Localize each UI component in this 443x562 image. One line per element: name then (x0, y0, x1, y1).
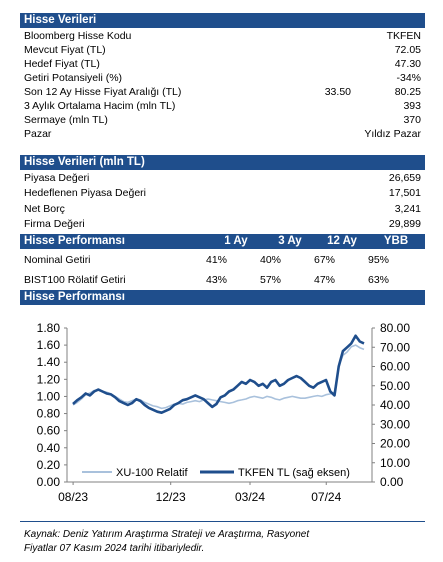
performance-chart: 0.00 0.20 0.40 0.60 0.80 1.00 1.20 1.40 1.60 1.80… (37, 321, 411, 504)
cell-value: 57% (260, 274, 282, 286)
cell-value: 95% (368, 254, 390, 266)
left-tick-label: 1.00 (37, 389, 61, 403)
left-tick-label: 1.40 (37, 355, 61, 369)
cell-value: 47% (314, 274, 336, 286)
row-label: Bloomberg Hisse Kodu (24, 30, 132, 42)
cell-value: 41% (206, 254, 228, 266)
row-value: 80.25 (394, 86, 421, 98)
section-header-hisse-verileri: Hisse Verileri (20, 13, 425, 28)
right-tick-label: 20.00 (380, 437, 410, 451)
table-row: BIST100 Rölatif Getiri 43% 57% 47% 63% (24, 274, 421, 287)
table-row: Bloomberg Hisse Kodu TKFEN (24, 30, 421, 43)
x-tick-label: 03/24 (235, 490, 265, 504)
section-title: Hisse Verileri (mln TL) (24, 156, 145, 168)
row-label: Pazar (24, 128, 52, 140)
legend-item-tkfen-label: TKFEN TL (sağ eksen) (238, 467, 350, 479)
row-value: 3,241 (394, 203, 421, 215)
table-row: Nominal Getiri 41% 40% 67% 95% (24, 254, 421, 267)
left-tick-label: 0.40 (37, 441, 61, 455)
chart-legend: XU-100 Relatif TKFEN TL (sağ eksen) (82, 467, 350, 479)
row-label: Hedef Fiyat (TL) (24, 58, 100, 70)
right-tick-label: 80.00 (380, 321, 410, 335)
row-value: 393 (403, 100, 421, 112)
source-note-line1: Kaynak: Deniz Yatırım Araştırma Strateji… (24, 529, 310, 540)
cell-value: 63% (368, 274, 390, 286)
section-title: Hisse Verileri (24, 14, 97, 26)
row-label: Net Borç (24, 203, 65, 215)
left-tick-label: 0.20 (37, 458, 61, 472)
table-row: Mevcut Fiyat (TL) 72.05 (24, 44, 421, 57)
column-header: YBB (383, 235, 409, 247)
row-value-low: 33.50 (324, 86, 351, 98)
section-header-hisse-verileri-mln: Hisse Verileri (mln TL) (20, 155, 425, 170)
cell-value: 67% (314, 254, 336, 266)
row-value: 29,899 (388, 218, 421, 230)
row-value: -34% (396, 72, 421, 84)
row-label: BIST100 Rölatif Getiri (24, 274, 126, 286)
table-row: Getiri Potansiyeli (%) -34% (24, 72, 421, 85)
x-tick-label: 08/23 (58, 490, 88, 504)
x-tick-label: 07/24 (311, 490, 341, 504)
table-row: 3 Aylık Ortalama Hacim (mln TL) 393 (24, 100, 421, 113)
right-tick-label: 30.00 (380, 417, 410, 431)
legend-item-xu100-label: XU-100 Relatif (116, 467, 188, 479)
row-value: 17,501 (388, 187, 421, 199)
right-tick-label: 60.00 (380, 360, 410, 374)
left-tick-label: 1.60 (37, 338, 61, 352)
section-title: Hisse Performansı (24, 235, 125, 247)
row-value: 370 (403, 114, 421, 126)
left-tick-label: 0.60 (37, 424, 61, 438)
x-tick-label: 12/23 (156, 490, 186, 504)
cell-value: 43% (206, 274, 228, 286)
row-value: 72.05 (394, 44, 421, 56)
table-row: Piyasa Değeri 26,659 (24, 172, 421, 185)
right-tick-label: 70.00 (380, 340, 410, 354)
left-tick-label: 0.80 (37, 407, 61, 421)
row-value: 47.30 (394, 58, 421, 70)
source-note-line2: Fiyatlar 07 Kasım 2024 tarihi itibariyle… (24, 543, 205, 554)
table-row: Sermaye (mln TL) 370 (24, 114, 421, 127)
column-header: 3 Ay (278, 235, 302, 247)
right-tick-label: 50.00 (380, 379, 410, 393)
section-header-chart: Hisse Performansı (20, 290, 425, 305)
table-row: Firma Değeri 29,899 (24, 218, 421, 231)
row-label: Hedeflenen Piyasa Değeri (24, 187, 146, 199)
row-label: Nominal Getiri (24, 254, 91, 266)
row-label: Firma Değeri (24, 218, 85, 230)
table-row: Hedef Fiyat (TL) 47.30 (24, 58, 421, 71)
table-row: Net Borç 3,241 (24, 203, 421, 216)
table-row: Pazar Yıldız Pazar (24, 128, 421, 141)
row-label: Piyasa Değeri (24, 172, 90, 184)
row-value: TKFEN (386, 30, 421, 42)
right-tick-label: 10.00 (380, 456, 410, 470)
row-label: Mevcut Fiyat (TL) (24, 44, 106, 56)
row-label: Son 12 Ay Hisse Fiyat Aralığı (TL) (24, 86, 182, 98)
series-line-tkfen (72, 334, 365, 414)
row-value: 26,659 (388, 172, 421, 184)
table-row: Son 12 Ay Hisse Fiyat Aralığı (TL) 33.50 8… (24, 86, 421, 99)
left-tick-label: 1.20 (37, 372, 61, 386)
section-title: Hisse Performansı (24, 291, 125, 303)
row-label: Getiri Potansiyeli (%) (24, 72, 123, 84)
right-tick-label: 40.00 (380, 398, 410, 412)
cell-value: 40% (260, 254, 282, 266)
row-label: Sermaye (mln TL) (24, 114, 108, 126)
row-value: Yıldız Pazar (364, 128, 421, 140)
row-label: 3 Aylık Ortalama Hacim (mln TL) (24, 100, 176, 112)
divider (20, 521, 425, 522)
column-header: 12 Ay (327, 235, 357, 247)
left-tick-label: 0.00 (37, 475, 61, 489)
column-header: 1 Ay (224, 235, 248, 247)
right-tick-label: 0.00 (380, 475, 404, 489)
table-row: Hedeflenen Piyasa Değeri 17,501 (24, 187, 421, 200)
left-tick-label: 1.80 (37, 321, 61, 335)
section-header-hisse-performansi: Hisse Performansı 1 Ay 3 Ay 12 Ay YBB (20, 234, 425, 249)
